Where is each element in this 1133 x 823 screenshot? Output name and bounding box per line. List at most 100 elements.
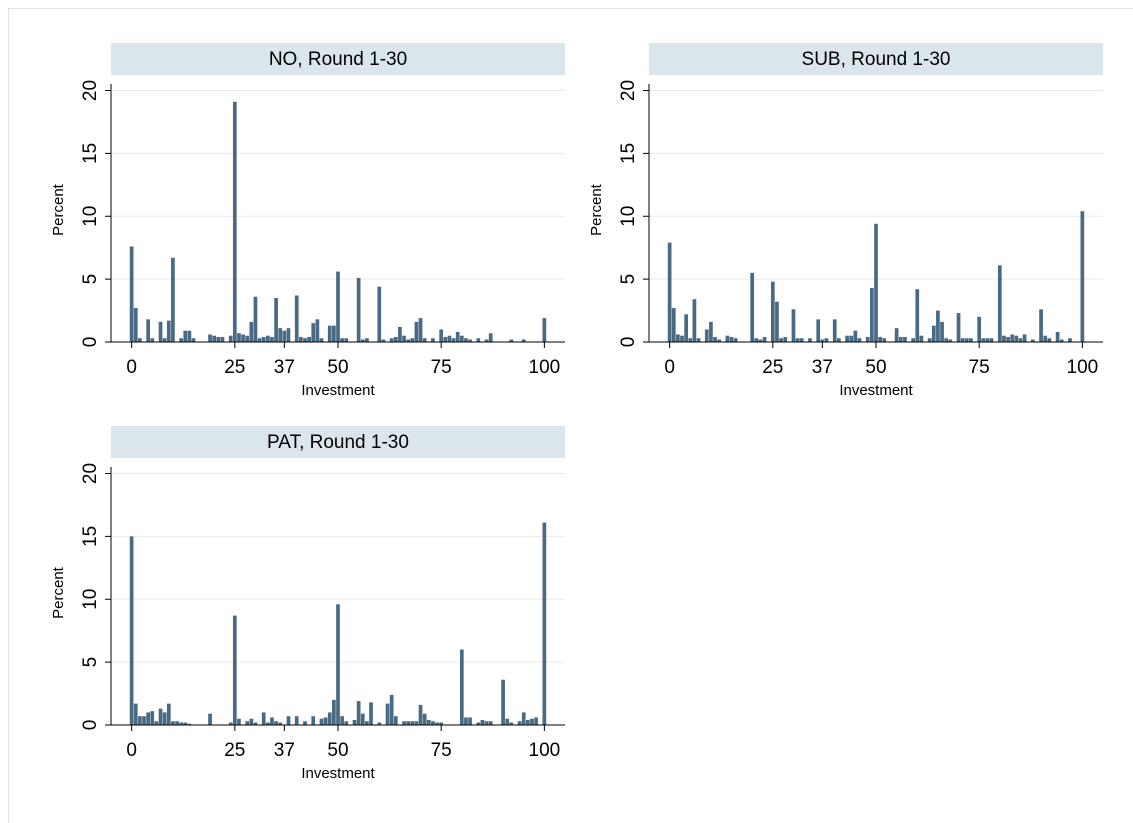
bar [389,694,394,725]
bar [282,330,287,342]
bar [431,721,435,725]
bar [989,338,994,342]
bar [253,722,258,725]
bar [422,338,427,342]
bar [530,718,534,725]
bar [270,336,274,342]
bar [1010,334,1015,342]
bar [311,323,316,342]
panel-header [649,43,1103,75]
y-tick-label: 5 [80,657,101,668]
bar [509,339,514,342]
bar [261,712,266,725]
bar [315,319,320,342]
bar [927,338,932,342]
bar [179,722,184,725]
bar [1002,335,1006,342]
bar [1080,211,1085,342]
x-tick-label: 100 [529,740,561,761]
bar [327,712,332,725]
bar [365,721,369,725]
bar [402,721,406,725]
bar [216,336,221,342]
bar [676,334,680,342]
bar [762,336,767,342]
bar [882,338,887,342]
bar [150,711,155,725]
bar [133,308,138,342]
bar [389,338,394,342]
bar [286,716,291,725]
bar [688,338,693,342]
bar [352,719,357,725]
bar [187,330,192,342]
bar [729,336,734,342]
bar [142,716,146,725]
bar [286,328,291,342]
bar [824,338,829,342]
bar [447,335,452,342]
x-axis-title: Investment [301,765,375,782]
bar [836,338,841,342]
bar [294,295,299,342]
x-axis-title: Investment [839,382,913,399]
bar [464,717,468,725]
bar [129,246,134,342]
bar [422,713,427,725]
bar [783,336,788,342]
bar [779,338,783,342]
bar [704,329,709,342]
bar [298,336,303,342]
bar [754,338,759,342]
bar [775,301,779,342]
bar [684,314,689,342]
bar [985,338,990,342]
bar [488,333,493,342]
x-tick-label: 0 [664,357,675,378]
bar [183,330,188,342]
bar [692,299,697,342]
bar [808,338,812,342]
bar [146,712,151,725]
bar [426,719,431,725]
bar [542,318,547,342]
bar [816,319,821,342]
bar [158,708,163,725]
bar [336,271,340,342]
bar [865,336,870,342]
bar [443,336,448,342]
bar [758,339,763,342]
bar [977,316,982,342]
bar [1047,338,1052,342]
bar [303,721,307,725]
bar [175,721,179,725]
bar [505,718,510,725]
bar [853,330,858,342]
bar [365,338,369,342]
bar [356,277,361,342]
bar [944,338,949,342]
bar [232,615,237,725]
bar [183,722,188,725]
bar [832,319,837,342]
x-tick-label: 50 [865,357,886,378]
bar [439,722,444,725]
bar [129,536,134,725]
y-axis-title: Percent [50,566,67,619]
bar [1059,339,1064,342]
bar [439,329,444,342]
bar [750,272,755,342]
bar [166,320,171,342]
bar [455,331,460,342]
bar [303,338,307,342]
bar [171,721,175,725]
bar [521,712,526,725]
bar [671,308,676,342]
x-tick-label: 50 [327,740,348,761]
y-tick-label: 0 [618,337,639,348]
bar [146,319,151,342]
bar [418,704,423,725]
panel-title: NO, Round 1-30 [269,49,407,70]
bar [220,336,225,342]
bar [451,338,456,342]
